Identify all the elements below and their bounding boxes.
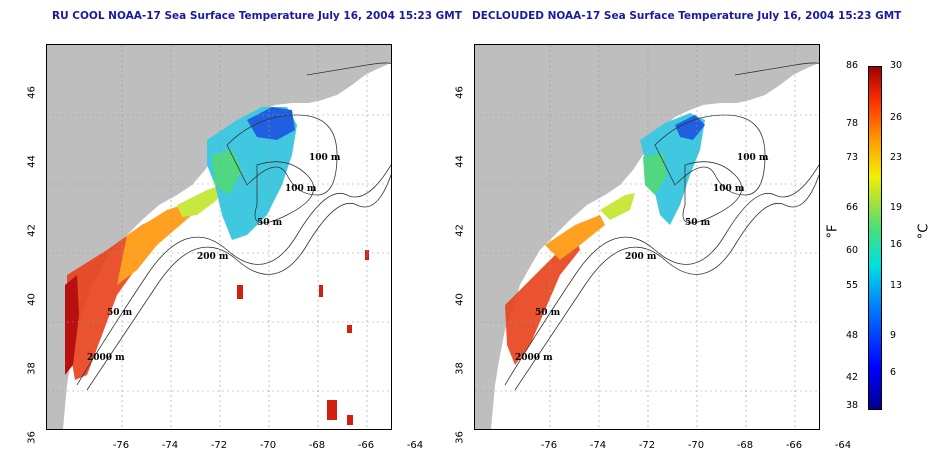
right-sst-map: 100 m 100 m 50 m 200 m 50 m 2000 m [474, 44, 820, 430]
latitude-tick-label: 40 [454, 293, 466, 306]
sst-offshore-speckles [237, 250, 369, 425]
sst-orange [117, 200, 197, 285]
longitude-tick-label: -70 [687, 440, 705, 451]
latitude-tick-label: 36 [26, 431, 38, 444]
latitude-tick-label: 40 [26, 293, 38, 306]
land-peninsula [297, 45, 391, 85]
celsius-unit-label: °C [916, 223, 932, 240]
colorbar-celsius-label: 23 [890, 152, 903, 163]
temperature-colorbar [868, 66, 882, 410]
contour-label: 200 m [625, 252, 657, 262]
longitude-tick-label: -66 [785, 440, 803, 451]
colorbar-celsius-label: 26 [890, 112, 903, 123]
grid-lines [47, 45, 391, 429]
colorbar-fahrenheit-label: 55 [846, 280, 859, 291]
sst-yellow-green [600, 193, 635, 220]
contour-label: 2000 m [515, 353, 553, 363]
latitude-tick-label: 44 [454, 155, 466, 168]
colorbar-fahrenheit-label: 66 [846, 202, 859, 213]
longitude-tick-label: -76 [112, 440, 130, 451]
colorbar-fahrenheit-label: 73 [846, 152, 859, 163]
longitude-tick-label: -64 [406, 440, 424, 451]
contour-label: 100 m [309, 153, 341, 163]
land-mass [475, 45, 819, 429]
longitude-tick-label: -74 [589, 440, 607, 451]
land-mass [47, 45, 391, 429]
left-panel-title: RU COOL NOAA-17 Sea Surface Temperature … [52, 10, 462, 22]
latitude-tick-label: 46 [26, 86, 38, 99]
longitude-tick-label: -72 [210, 440, 228, 451]
contour-label: 2000 m [87, 353, 125, 363]
bathymetry-contours [76, 62, 391, 391]
colorbar-celsius-label: 13 [890, 280, 903, 291]
latitude-tick-label: 46 [454, 86, 466, 99]
sst-cyan-gom [207, 107, 297, 240]
colorbar-fahrenheit-label: 48 [846, 330, 859, 341]
contour-label: 50 m [257, 218, 283, 228]
colorbar-fahrenheit-label: 42 [846, 372, 859, 383]
longitude-tick-label: -66 [357, 440, 375, 451]
land-peninsula [725, 45, 819, 85]
longitude-tick-label: -74 [161, 440, 179, 451]
sst-blue-north [675, 115, 705, 140]
longitude-tick-label: -70 [259, 440, 277, 451]
sst-yellow-green [177, 185, 222, 217]
sst-orange [545, 215, 605, 260]
latitude-tick-label: 42 [454, 224, 466, 237]
contour-label: 50 m [685, 218, 711, 228]
longitude-tick-label: -76 [540, 440, 558, 451]
latitude-tick-label: 44 [26, 155, 38, 168]
longitude-tick-label: -64 [834, 440, 852, 451]
latitude-tick-label: 36 [454, 431, 466, 444]
contour-label: 100 m [737, 153, 769, 163]
left-sst-map: 100 m 100 m 50 m 200 m 50 m 2000 m [46, 44, 392, 430]
colorbar-celsius-label: 16 [890, 239, 903, 250]
contour-label: 100 m [713, 184, 745, 194]
fahrenheit-unit-label: °F [825, 224, 841, 239]
sst-red-coast [65, 275, 79, 375]
sst-green-patch [212, 150, 242, 195]
sst-warm-band [505, 235, 580, 365]
contour-label: 100 m [285, 184, 317, 194]
colorbar-fahrenheit-label: 60 [846, 245, 859, 256]
colorbar-fahrenheit-label: 86 [846, 60, 859, 71]
right-panel-title: DECLOUDED NOAA-17 Sea Surface Temperatur… [472, 10, 902, 22]
contour-label: 50 m [535, 308, 561, 318]
latitude-tick-label: 38 [26, 362, 38, 375]
longitude-tick-label: -68 [308, 440, 326, 451]
colorbar-celsius-label: 6 [890, 367, 897, 378]
sst-green-patch [643, 153, 667, 195]
contour-label: 200 m [197, 252, 229, 262]
colorbar-fahrenheit-label: 38 [846, 400, 859, 411]
longitude-tick-label: -68 [736, 440, 754, 451]
contour-label: 50 m [107, 308, 133, 318]
sst-warm-band [67, 210, 187, 380]
latitude-tick-label: 38 [454, 362, 466, 375]
colorbar-celsius-label: 19 [890, 202, 903, 213]
colorbar-fahrenheit-label: 78 [846, 118, 859, 129]
grid-lines [475, 45, 819, 429]
longitude-tick-label: -72 [638, 440, 656, 451]
latitude-tick-label: 42 [26, 224, 38, 237]
sst-cyan-gom [640, 113, 705, 225]
bathymetry-contours [504, 62, 819, 391]
colorbar-celsius-label: 30 [890, 60, 903, 71]
colorbar-celsius-label: 9 [890, 330, 897, 341]
